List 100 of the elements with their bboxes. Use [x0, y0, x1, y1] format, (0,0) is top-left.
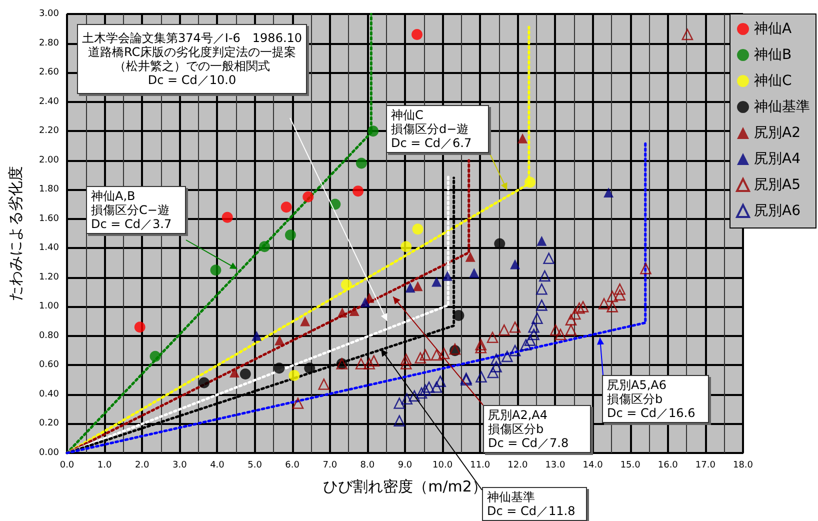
y-tick-label: 0.40: [38, 389, 60, 400]
y-tick-label: 0.20: [38, 418, 60, 429]
y-tick-label: 1.20: [38, 272, 60, 282]
point: [536, 300, 548, 311]
point: [414, 352, 426, 364]
point: [465, 252, 476, 262]
point: [355, 358, 367, 370]
point: [432, 276, 442, 287]
point: [565, 314, 577, 326]
point: [682, 28, 694, 40]
x-tick-label: 2.0: [134, 460, 150, 470]
point: [349, 306, 360, 316]
x-tick-label: 0.0: [60, 460, 74, 470]
x-tick-label: 14.0: [582, 460, 604, 470]
point: [300, 316, 310, 326]
point: [302, 191, 314, 202]
legend-label: 尻別A4: [754, 151, 801, 167]
x-tick-label: 6.0: [285, 460, 300, 470]
point: [364, 358, 375, 370]
point: [475, 342, 487, 354]
annotation: 神仙基準 Dc = Cd／11.8: [487, 490, 576, 518]
y-tick-label: 1.60: [38, 214, 60, 224]
point: [614, 283, 626, 295]
point: [498, 324, 510, 336]
point: [400, 241, 412, 252]
y-tick-label: 0.80: [38, 330, 60, 341]
point: [423, 382, 435, 393]
x-tick-label: 15.0: [620, 460, 641, 470]
point: [606, 301, 618, 312]
point: [518, 133, 528, 144]
y-tick-label: 3.00: [38, 9, 60, 19]
point: [252, 330, 262, 341]
point: [400, 358, 412, 370]
point: [536, 236, 547, 246]
point: [230, 368, 240, 378]
point: [510, 259, 520, 270]
point: [412, 28, 423, 40]
point: [614, 289, 626, 301]
point: [412, 224, 424, 235]
point: [502, 350, 513, 362]
point: [469, 268, 480, 278]
point: [408, 390, 420, 402]
point: [134, 322, 146, 333]
point: [430, 349, 442, 361]
point: [509, 322, 521, 333]
point: [536, 283, 548, 295]
point: [420, 384, 431, 396]
point: [352, 186, 364, 197]
point: [420, 349, 431, 361]
point: [412, 281, 423, 292]
point: [577, 301, 589, 312]
point: [606, 290, 618, 302]
point: [210, 264, 222, 276]
point: [400, 354, 412, 365]
y-tick-label: 1.40: [38, 243, 60, 254]
x-tick-label: 16.0: [658, 460, 678, 470]
legend-label: 神仙基準: [754, 99, 810, 115]
point: [524, 334, 536, 346]
point: [280, 202, 292, 213]
annotation: 土木学会論文集第374号／Ⅰ-6 1986.10 道路橋RC床版の劣化度判定法の一提案（松井繁之）での一般相関式 Dc = Cd／10.0: [77, 24, 308, 94]
point: [528, 322, 540, 333]
point: [574, 302, 585, 314]
point: [360, 297, 370, 308]
point: [565, 324, 577, 336]
point: [368, 126, 379, 137]
point: [453, 310, 464, 321]
x-tick-label: 3.0: [172, 460, 188, 470]
point: [356, 158, 367, 169]
point: [640, 262, 652, 274]
point: [240, 368, 251, 380]
y-tick-label: 0.00: [38, 448, 60, 458]
point: [337, 308, 348, 318]
point: [292, 398, 304, 409]
legend-label: 尻別A6: [754, 203, 801, 219]
point: [539, 270, 550, 282]
y-tick-label: 2.40: [38, 96, 60, 107]
point: [222, 212, 233, 223]
point: [284, 229, 296, 240]
y-axis-title: たわみによる劣化度: [6, 166, 24, 301]
x-tick-label: 11.0: [470, 460, 490, 470]
y-tick-label: 0.60: [38, 360, 60, 370]
x-axis-title: ひび割れ密度（m/m2）: [323, 478, 487, 496]
x-tick-label: 9.0: [398, 460, 412, 470]
y-tick-label: 2.60: [38, 68, 60, 78]
point: [430, 382, 442, 393]
point: [598, 298, 610, 310]
y-tick-label: 2.00: [38, 155, 60, 166]
point: [416, 387, 428, 399]
point: [318, 378, 330, 390]
point: [198, 377, 210, 388]
point: [490, 361, 502, 372]
x-tick-label: 10.0: [432, 460, 453, 470]
point: [405, 282, 416, 293]
point: [434, 376, 446, 387]
legend-label: 尻別A2: [754, 125, 800, 141]
legend-label: 神仙C: [754, 73, 792, 89]
point: [401, 393, 413, 405]
point: [604, 188, 614, 198]
annotation: 尻別A5,A6 損傷区分b Dc = Cd／16.6: [602, 375, 709, 423]
point: [528, 328, 540, 340]
